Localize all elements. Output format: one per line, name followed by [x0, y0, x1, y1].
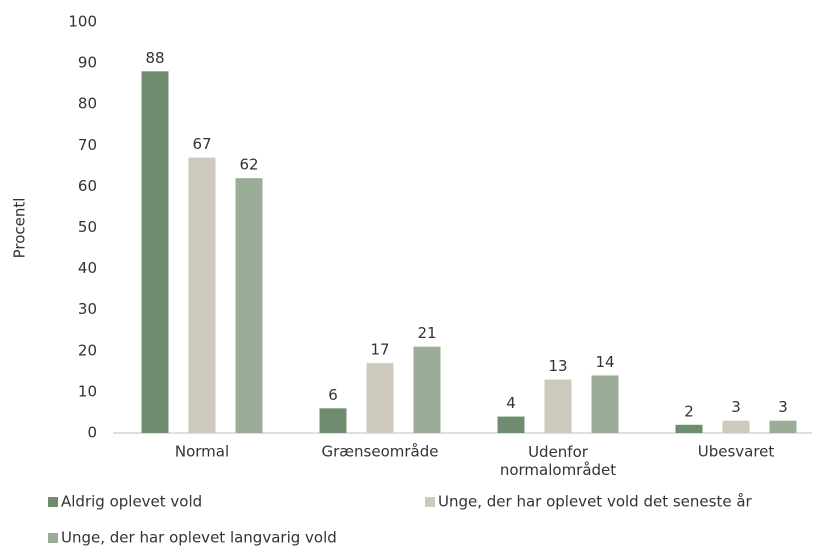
legend-swatch: [48, 497, 58, 507]
data-label: 3: [778, 398, 788, 416]
legend-label: Aldrig oplevet vold: [61, 493, 202, 511]
y-tick-label: 70: [78, 136, 97, 154]
y-tick-label: 0: [87, 424, 97, 442]
data-label: 14: [595, 353, 614, 371]
bar: [413, 346, 441, 433]
data-label: 6: [328, 386, 338, 404]
legend-label: Unge, der har oplevet langvarig vold: [61, 529, 337, 547]
bar: [188, 157, 216, 433]
y-tick-label: 100: [68, 13, 97, 31]
bar: [235, 178, 263, 433]
y-tick-label: 60: [78, 177, 97, 195]
bar: [141, 71, 169, 433]
y-tick-label: 20: [78, 341, 97, 359]
x-tick-label: Udenfor normalområdet: [500, 443, 616, 479]
data-label: 88: [145, 49, 164, 67]
bar: [722, 420, 750, 433]
data-label: 4: [506, 394, 516, 412]
y-tick-label: 50: [78, 218, 97, 236]
bar: [675, 424, 703, 433]
bar: [366, 363, 394, 433]
y-tick-label: 40: [78, 259, 97, 277]
data-label: 2: [684, 402, 694, 420]
legend-label: Unge, der har oplevet vold det seneste å…: [438, 493, 753, 511]
data-label: 17: [370, 341, 389, 359]
y-tick-label: 80: [78, 95, 97, 113]
legend-swatch: [425, 497, 435, 507]
data-label: 3: [731, 398, 741, 416]
data-label: 13: [548, 357, 567, 375]
legend-swatch: [48, 533, 58, 543]
x-tick-label: Normal: [175, 443, 229, 461]
y-tick-label: 90: [78, 54, 97, 72]
bar: [591, 375, 619, 433]
y-tick-label: 10: [78, 382, 97, 400]
bar: [769, 420, 797, 433]
bar: [497, 416, 525, 433]
data-label: 21: [417, 324, 436, 342]
y-axis-label: Procentl: [11, 198, 29, 259]
x-tick-label: Grænseområde: [322, 443, 439, 461]
x-tick-label: Ubesvaret: [698, 443, 775, 461]
data-label: 67: [192, 135, 211, 153]
data-label: 62: [239, 156, 258, 174]
y-tick-label: 30: [78, 300, 97, 318]
bar: [319, 408, 347, 433]
bar: [544, 379, 572, 433]
